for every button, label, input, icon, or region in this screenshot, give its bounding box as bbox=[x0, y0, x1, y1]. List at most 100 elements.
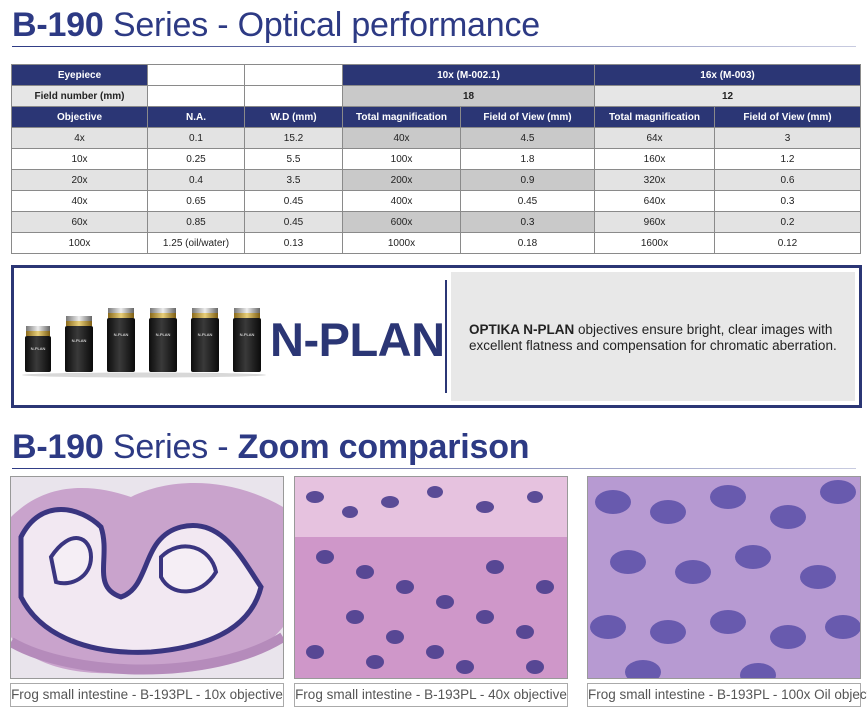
col-header: N.A. bbox=[147, 106, 245, 128]
caption-40x: Frog small intestine - B-193PL - 40x obj… bbox=[294, 683, 568, 707]
table-row: 10x 0.25 5.5 100x 1.8 160x 1.2 bbox=[11, 148, 861, 170]
field-number-row: Field number (mm) 18 12 bbox=[11, 85, 861, 107]
col-header: Field of View (mm) bbox=[460, 106, 595, 128]
objective-4x: N-PLAN bbox=[25, 326, 51, 372]
table-cell: 0.18 bbox=[460, 232, 595, 254]
table-cell: 200x bbox=[342, 169, 461, 191]
table-cell: 60x bbox=[11, 211, 148, 233]
table-row: 100x 1.25 (oil/water) 0.13 1000x 0.18 16… bbox=[11, 232, 861, 254]
table-cell: 960x bbox=[594, 211, 715, 233]
table-cell: 320x bbox=[594, 169, 715, 191]
svg-text:N-PLAN: N-PLAN bbox=[198, 332, 213, 337]
objective-100x: N-PLAN bbox=[233, 308, 261, 372]
table-cell: 0.65 bbox=[147, 190, 245, 212]
optical-performance-table: Eyepiece 10x (M-002.1) 16x (M-003) Field… bbox=[11, 64, 861, 254]
table-cell: 1.8 bbox=[460, 148, 595, 170]
objectives-image: N-PLAN N-PLAN N-PLAN N-PLAN bbox=[22, 308, 266, 378]
objective-40x: N-PLAN bbox=[149, 308, 177, 372]
table-cell: 0.3 bbox=[714, 190, 861, 212]
svg-text:N-PLAN: N-PLAN bbox=[31, 346, 46, 351]
table-cell: 100x bbox=[11, 232, 148, 254]
table-row: 4x 0.1 15.2 40x 4.5 64x 3 bbox=[11, 127, 861, 149]
table-cell: 20x bbox=[11, 169, 148, 191]
field-number-label: Field number (mm) bbox=[11, 85, 148, 107]
title-topic: Optical performance bbox=[237, 6, 541, 44]
micrograph-10x-image bbox=[11, 477, 283, 678]
table-cell: 40x bbox=[11, 190, 148, 212]
table-cell: 0.1 bbox=[147, 127, 245, 149]
table-cell: 10x bbox=[11, 148, 148, 170]
eyepiece-16x: 16x (M-003) bbox=[594, 64, 861, 86]
column-header-row: Objective N.A. W.D (mm) Total magnificat… bbox=[11, 106, 861, 128]
table-cell: 0.45 bbox=[460, 190, 595, 212]
objective-10x: N-PLAN bbox=[65, 316, 93, 372]
svg-text:N-PLAN: N-PLAN bbox=[240, 332, 255, 337]
table-cell: 0.4 bbox=[147, 169, 245, 191]
nplan-brand: OPTIKA N-PLAN bbox=[469, 322, 575, 337]
field-number-16x: 12 bbox=[594, 85, 861, 107]
nplan-logo: N-PLAN bbox=[270, 313, 445, 366]
table-cell: 0.13 bbox=[244, 232, 343, 254]
table-cell: 1.25 (oil/water) bbox=[147, 232, 245, 254]
nplan-product-area: N-PLAN N-PLAN N-PLAN N-PLAN bbox=[14, 268, 448, 405]
title-topic: Zoom comparison bbox=[237, 428, 530, 466]
table-cell: 40x bbox=[342, 127, 461, 149]
title-rule bbox=[12, 46, 856, 47]
table-cell: 1000x bbox=[342, 232, 461, 254]
table-cell: 3 bbox=[714, 127, 861, 149]
table-cell: 4x bbox=[11, 127, 148, 149]
table-cell: 0.9 bbox=[460, 169, 595, 191]
field-number-10x: 18 bbox=[342, 85, 595, 107]
table-row: 60x 0.85 0.45 600x 0.3 960x 0.2 bbox=[11, 211, 861, 233]
nplan-description-text: objectives ensure bright, clear images w… bbox=[469, 322, 837, 353]
nplan-description-box: OPTIKA N-PLAN objectives ensure bright, … bbox=[451, 272, 855, 401]
table-cell: 1.2 bbox=[714, 148, 861, 170]
table-cell: 0.45 bbox=[244, 190, 343, 212]
table-cell: 0.85 bbox=[147, 211, 245, 233]
table-cell: 0.25 bbox=[147, 148, 245, 170]
section-title-zoom: B-190 Series - Zoom comparison bbox=[12, 428, 530, 467]
eyepiece-10x: 10x (M-002.1) bbox=[342, 64, 595, 86]
micrograph-10x bbox=[10, 476, 284, 679]
table-cell: 100x bbox=[342, 148, 461, 170]
table-cell: 3.5 bbox=[244, 169, 343, 191]
col-header: W.D (mm) bbox=[244, 106, 343, 128]
nplan-description: OPTIKA N-PLAN objectives ensure bright, … bbox=[469, 322, 849, 354]
table-cell: 0.6 bbox=[714, 169, 861, 191]
table-cell: 4.5 bbox=[460, 127, 595, 149]
micrograph-100x bbox=[587, 476, 861, 679]
col-header: Field of View (mm) bbox=[714, 106, 861, 128]
title-model: B-190 bbox=[12, 428, 104, 466]
objective-60x: N-PLAN bbox=[191, 308, 219, 372]
table-cell: 0.3 bbox=[460, 211, 595, 233]
table-cell: 640x bbox=[594, 190, 715, 212]
eyepiece-label: Eyepiece bbox=[11, 64, 148, 86]
table-cell: 160x bbox=[594, 148, 715, 170]
section-title-optical: B-190 Series - Optical performance bbox=[12, 6, 540, 45]
title-model: B-190 bbox=[12, 6, 104, 44]
col-header: Objective bbox=[11, 106, 148, 128]
caption-100x: Frog small intestine - B-193PL - 100x Oi… bbox=[587, 683, 867, 707]
table-cell: 400x bbox=[342, 190, 461, 212]
table-cell: 64x bbox=[594, 127, 715, 149]
nplan-panel: N-PLAN N-PLAN N-PLAN N-PLAN bbox=[11, 265, 862, 408]
objectives-shadow bbox=[22, 372, 266, 378]
caption-10x: Frog small intestine - B-193PL - 10x obj… bbox=[10, 683, 284, 707]
title-series: Series - bbox=[103, 428, 238, 466]
micrograph-100x-image bbox=[588, 477, 860, 678]
micrograph-40x bbox=[294, 476, 568, 679]
title-series: Series - bbox=[103, 6, 238, 44]
svg-text:N-PLAN: N-PLAN bbox=[72, 338, 87, 343]
table-cell: 5.5 bbox=[244, 148, 343, 170]
table-cell: 1600x bbox=[594, 232, 715, 254]
col-header: Total magnification bbox=[594, 106, 715, 128]
table-cell: 0.12 bbox=[714, 232, 861, 254]
micrograph-40x-image bbox=[295, 477, 567, 678]
col-header: Total magnification bbox=[342, 106, 461, 128]
eyepiece-row: Eyepiece 10x (M-002.1) 16x (M-003) bbox=[11, 64, 861, 86]
title-rule bbox=[12, 468, 856, 469]
table-cell: 0.45 bbox=[244, 211, 343, 233]
svg-text:N-PLAN: N-PLAN bbox=[156, 332, 171, 337]
table-row: 40x 0.65 0.45 400x 0.45 640x 0.3 bbox=[11, 190, 861, 212]
table-row: 20x 0.4 3.5 200x 0.9 320x 0.6 bbox=[11, 169, 861, 191]
